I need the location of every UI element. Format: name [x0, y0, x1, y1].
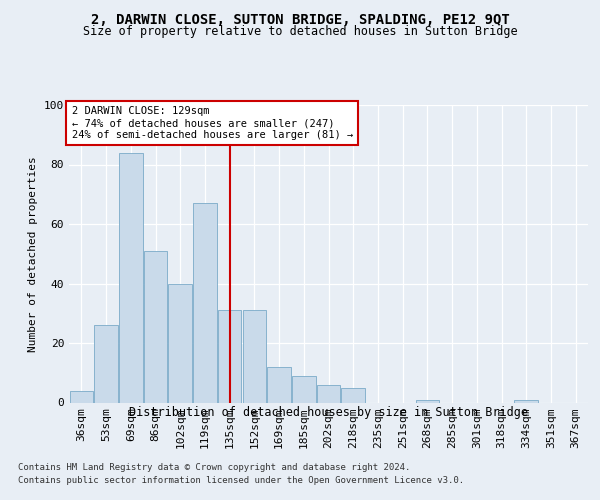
Y-axis label: Number of detached properties: Number of detached properties	[28, 156, 38, 352]
Text: 2, DARWIN CLOSE, SUTTON BRIDGE, SPALDING, PE12 9QT: 2, DARWIN CLOSE, SUTTON BRIDGE, SPALDING…	[91, 12, 509, 26]
Bar	[94, 325, 118, 402]
Text: Contains HM Land Registry data © Crown copyright and database right 2024.: Contains HM Land Registry data © Crown c…	[18, 462, 410, 471]
Bar	[341, 388, 365, 402]
Text: 2 DARWIN CLOSE: 129sqm
← 74% of detached houses are smaller (247)
24% of semi-de: 2 DARWIN CLOSE: 129sqm ← 74% of detached…	[71, 106, 353, 140]
Bar	[292, 376, 316, 402]
Bar	[193, 203, 217, 402]
Bar	[317, 384, 340, 402]
Text: Size of property relative to detached houses in Sutton Bridge: Size of property relative to detached ho…	[83, 25, 517, 38]
Bar	[169, 284, 192, 403]
Bar	[218, 310, 241, 402]
Bar	[268, 367, 291, 402]
Bar	[70, 390, 93, 402]
Text: Contains public sector information licensed under the Open Government Licence v3: Contains public sector information licen…	[18, 476, 464, 485]
Bar	[242, 310, 266, 402]
Bar	[144, 251, 167, 402]
Text: Distribution of detached houses by size in Sutton Bridge: Distribution of detached houses by size …	[130, 406, 528, 419]
Bar	[514, 400, 538, 402]
Bar	[119, 152, 143, 402]
Bar	[416, 400, 439, 402]
